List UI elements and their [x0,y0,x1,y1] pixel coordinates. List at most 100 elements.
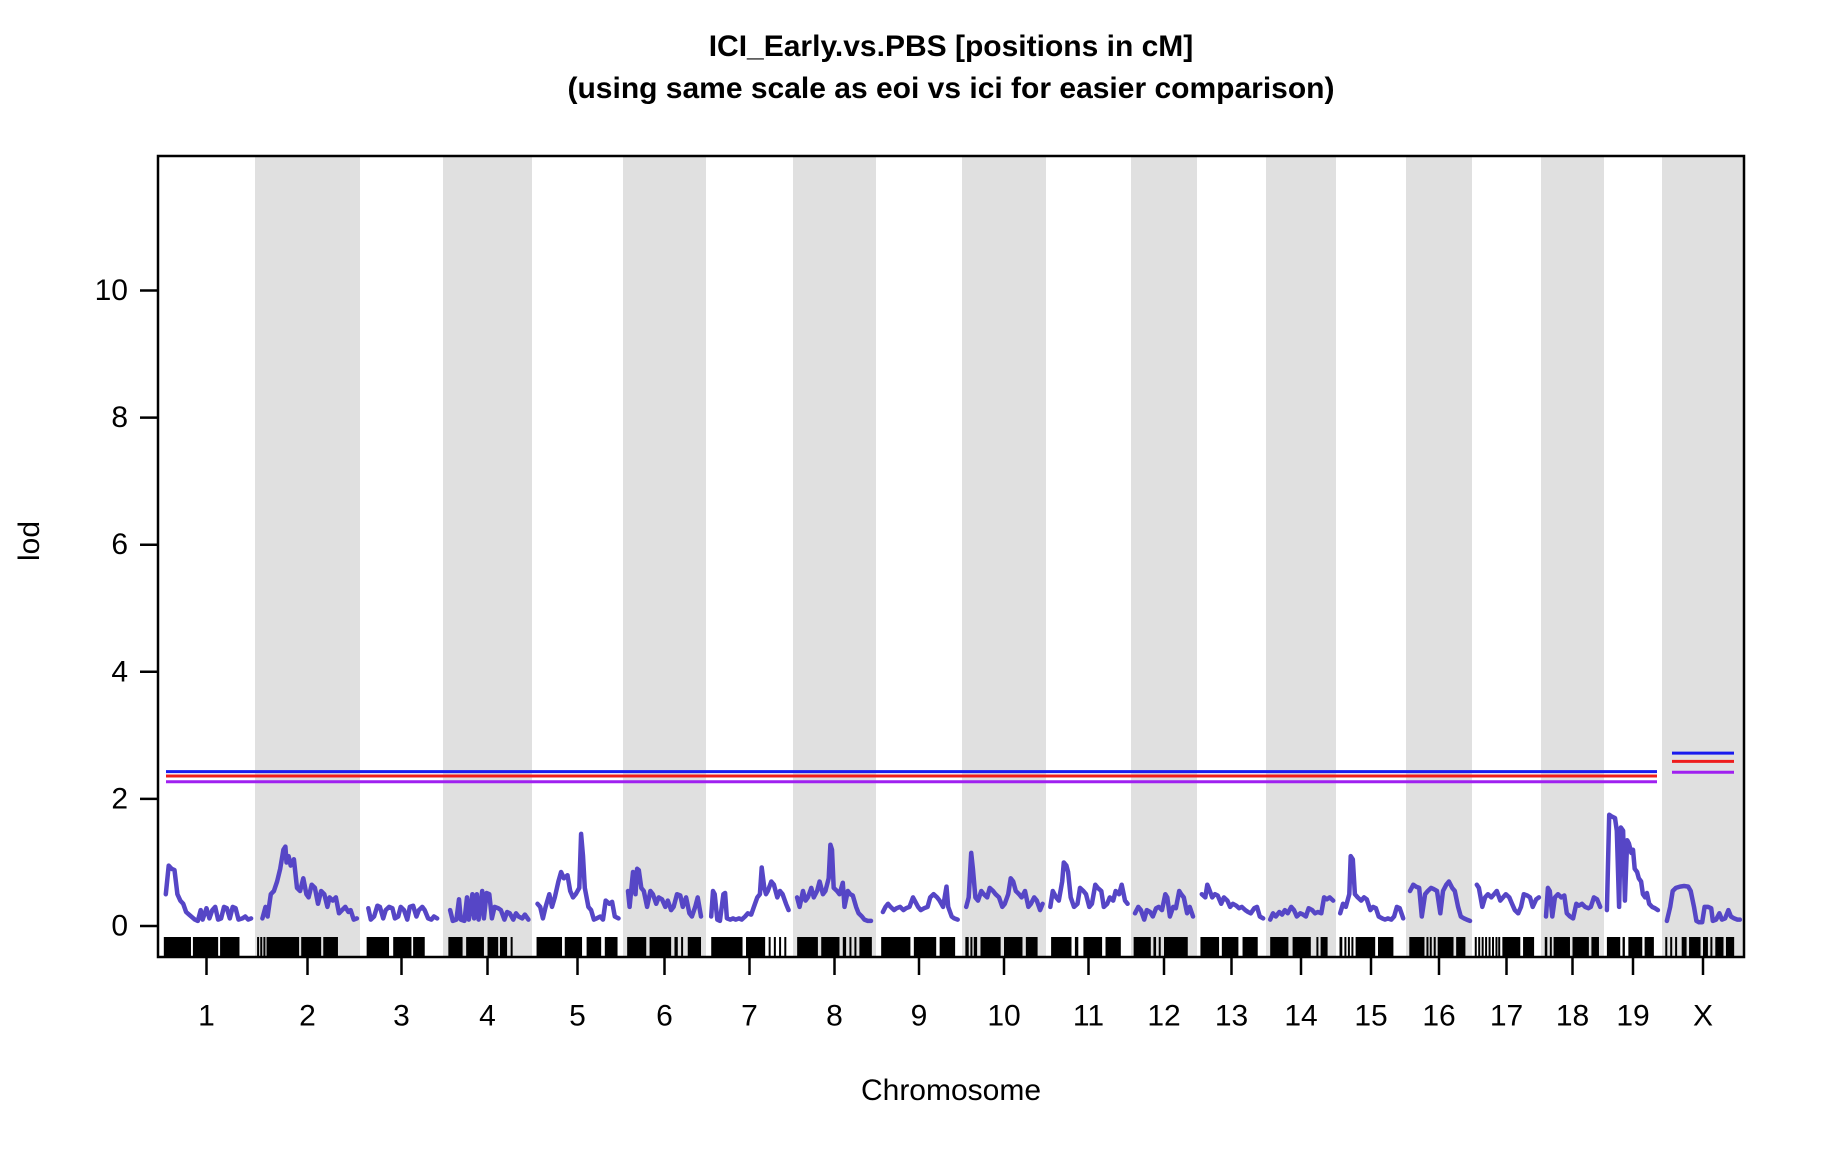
x-tick-label-11: 11 [1073,1000,1104,1033]
x-tick-label-14: 14 [1284,1000,1317,1033]
x-tick-label-1: 1 [198,1000,215,1033]
marker-rug-chr-15 [1344,937,1347,956]
lod-curve-chr-17 [1474,882,1542,916]
lod-curve-chr-12 [1132,888,1196,922]
marker-rug-chr-3 [366,937,390,956]
marker-rug-chr-7 [779,937,782,956]
marker-rug-chr-16 [1433,937,1436,956]
marker-rug-chr-12 [1133,937,1151,956]
chart-subtitle: (using same scale as eoi vs ici for easi… [567,72,1335,105]
marker-rug-chr-8 [797,937,818,956]
marker-rug-chr-2 [323,937,338,956]
marker-rug-chr-10 [980,937,1001,956]
marker-rug-chr-X [1703,937,1708,956]
chromosome-band-12 [1131,156,1197,957]
lod-curve-chr-X [1664,883,1743,925]
lod-curve-chr-9 [880,884,960,922]
marker-rug-chr-6 [674,937,678,956]
marker-rug-chr-17 [1498,937,1501,956]
marker-rug-chr-7 [746,937,766,956]
marker-rug-chr-14 [1292,937,1311,956]
marker-rug-chr-16 [1429,937,1432,956]
marker-rug-chr-16 [1456,937,1466,956]
x-tick-label-5: 5 [569,1000,586,1033]
marker-rug-chr-14 [1316,937,1319,956]
lod-curve-chr-3 [366,903,440,922]
x-tick-label-16: 16 [1422,1000,1455,1033]
marker-rug-chr-7 [768,937,771,956]
x-tick-label-12: 12 [1147,1000,1180,1033]
marker-rug-chr-9 [939,937,956,956]
marker-rug-chr-4 [448,937,463,956]
marker-rug-chr-X [1675,937,1678,956]
x-tick-label-18: 18 [1556,1000,1589,1033]
lod-curve-chr-6 [625,866,704,919]
lod-curve-chr-2 [260,844,360,922]
marker-rug-chr-10 [965,937,969,956]
marker-rug-chr-17 [1502,937,1521,956]
marker-rug-chr-15 [1351,937,1354,956]
marker-rug-chr-18 [1591,937,1599,956]
marker-rug-chr-2 [263,937,266,956]
marker-rug-chr-8 [854,937,857,956]
x-tick-label-6: 6 [656,1000,673,1033]
y-tick-label-6: 6 [111,528,128,561]
x-tick-label-2: 2 [299,1000,316,1033]
lod-curve-chr-11 [1048,860,1130,910]
lod-curve-chr-1 [163,863,254,924]
chromosome-band-18 [1541,156,1604,957]
lod-curve-chr-13 [1199,882,1266,921]
marker-rug-chr-17 [1523,937,1535,956]
marker-rug-chr-18 [1572,937,1589,956]
marker-rug-chr-5 [586,937,602,956]
x-tick-label-10: 10 [987,1000,1020,1033]
y-axis-label: lod [13,520,46,562]
chart-title: ICI_Early.vs.PBS [positions in cM] [708,30,1194,63]
x-tick-label-8: 8 [826,1000,843,1033]
marker-rug-chr-3 [393,937,412,956]
marker-rug-chr-14 [1320,937,1328,956]
chromosome-band-4 [443,156,532,957]
marker-rug-chr-11 [1051,937,1072,956]
x-tick-label-17: 17 [1490,1000,1523,1033]
marker-rug-chr-4 [499,937,508,956]
marker-rug-chr-3 [413,937,425,956]
lod-curve-chr-19 [1604,812,1661,913]
marker-rug-chr-9 [913,937,937,956]
marker-rug-chr-17 [1485,937,1488,956]
x-axis-label: Chromosome [860,1074,1042,1107]
marker-rug-chr-16 [1437,937,1454,956]
marker-rug-chr-2 [260,937,263,956]
marker-rug-chr-5 [536,937,563,956]
marker-rug-chr-19 [1628,937,1643,956]
plot-border [156,154,1746,959]
marker-rug-chr-18 [1549,937,1552,956]
marker-rug-chr-2 [266,937,300,956]
marker-rug-chr-15 [1355,937,1376,956]
marker-rug-chr-19 [1606,937,1621,956]
marker-rug-chr-2 [257,937,260,956]
marker-rug-chr-17 [1481,937,1484,956]
lod-curve-chr-16 [1407,879,1473,924]
x-tick-label-X: X [1693,1000,1713,1033]
marker-rug-chr-7 [773,937,776,956]
chromosome-band-10 [962,156,1046,957]
marker-rug-chr-1 [163,937,191,956]
chromosome-band-8 [793,156,876,957]
y-tick-label-2: 2 [111,782,128,815]
marker-rug-chr-17 [1488,937,1491,956]
lod-curve-chr-10 [963,850,1045,913]
lod-curve-chr-15 [1337,853,1406,922]
marker-rug-chr-13 [1221,937,1239,956]
chromosome-band-14 [1266,156,1336,957]
marker-rug-chr-13 [1242,937,1258,956]
marker-rug-chr-X [1689,937,1701,956]
marker-rug-chr-17 [1474,937,1477,956]
marker-rug-chr-10 [973,937,978,956]
marker-rug-chr-18 [1544,937,1548,956]
marker-rug-chr-2 [301,937,322,956]
marker-rug-chr-17 [1478,937,1481,956]
marker-rug-chr-9 [881,937,911,956]
marker-rug-chr-4 [487,937,499,956]
